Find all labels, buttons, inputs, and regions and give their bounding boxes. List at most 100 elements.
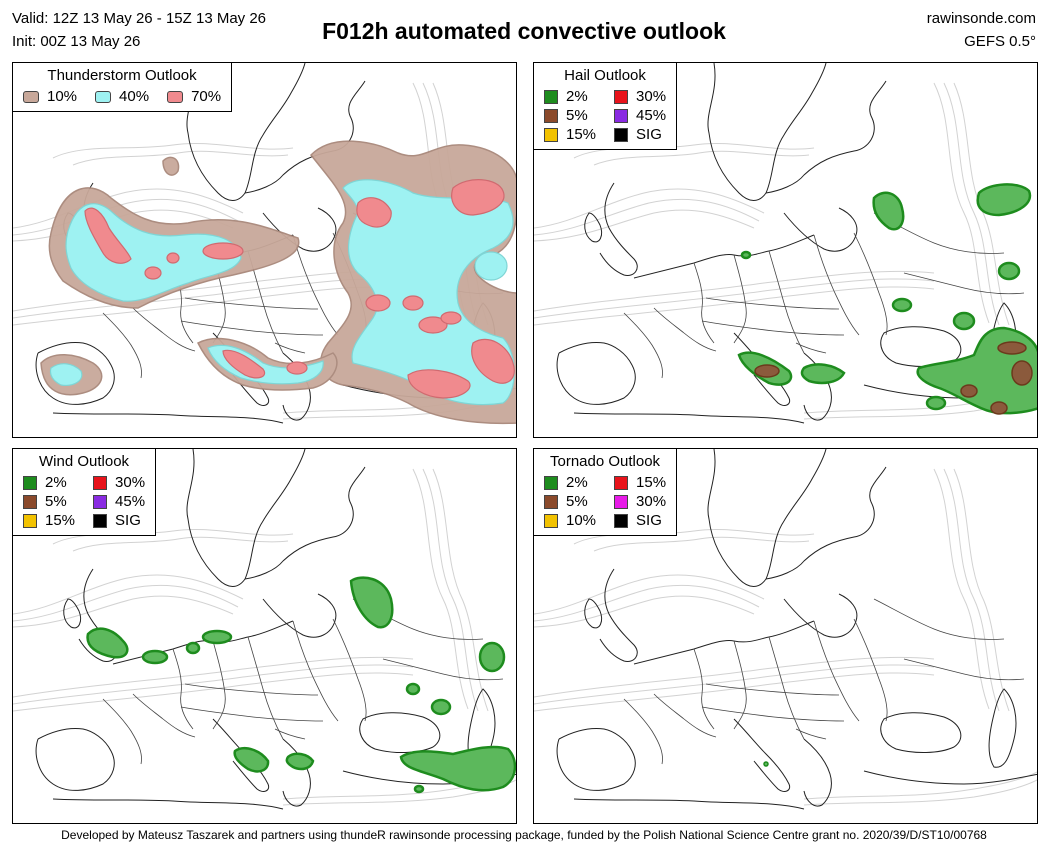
hail-map-panel: Hail Outlook 2% 30% 5% 45% 15% SIG (533, 62, 1038, 438)
streamline (803, 779, 1037, 806)
coastline (599, 568, 638, 663)
country-border (102, 698, 142, 765)
streamline (13, 574, 244, 615)
coastline (880, 712, 962, 753)
coastline (707, 63, 827, 201)
wind-map (13, 449, 516, 810)
hail-map (534, 63, 1037, 424)
legend-item: 15% (544, 126, 596, 143)
legend-item: 30% (614, 88, 666, 105)
legend-swatch (544, 494, 558, 509)
tornado-map (534, 449, 1037, 810)
legend-label: 15% (45, 512, 76, 529)
coastline (783, 593, 858, 638)
streamline (933, 468, 990, 710)
hail-2-russia-nw (872, 191, 905, 231)
coastline (359, 712, 441, 753)
tornado-legend: Tornado Outlook 2% 15% 5% 30% 10% SIG (534, 449, 678, 536)
valid-time: Valid: 12Z 13 May 26 - 15Z 13 May 26 (12, 10, 267, 27)
streamline (534, 209, 755, 242)
country-border (873, 598, 1005, 640)
country-border (813, 620, 860, 722)
coastline (63, 598, 82, 629)
thunder-70-caucasus (471, 338, 515, 384)
legend-label: 30% (636, 88, 667, 105)
legend-label: 30% (115, 474, 146, 491)
streamline (13, 672, 414, 712)
legend-item: 30% (93, 474, 145, 491)
legend-item: SIG (614, 126, 666, 143)
legend-swatch (544, 475, 558, 490)
streamline (13, 664, 414, 705)
coastline (112, 620, 294, 665)
coastline (733, 718, 791, 792)
legend-label: 5% (566, 107, 588, 124)
legend-item: 70% (167, 88, 221, 105)
streamline (953, 468, 1010, 712)
coastline (584, 598, 603, 629)
country-border (247, 636, 284, 740)
country-border (653, 307, 717, 352)
thunder-70-russia-e (451, 179, 505, 216)
streamline (534, 198, 760, 236)
hail-2-balkans (800, 363, 846, 385)
thunderstorm-map (13, 63, 516, 425)
legend-label: 45% (636, 107, 667, 124)
legend-label: 15% (566, 126, 597, 143)
legend-swatch (544, 89, 558, 104)
country-border (132, 307, 196, 352)
footer-credit: Developed by Mateusz Taszarek and partne… (61, 828, 987, 842)
coastlines (556, 449, 1037, 810)
legend-title: Tornado Outlook (549, 453, 661, 470)
legend-item: 2% (544, 474, 596, 491)
country-border (701, 706, 845, 722)
legend-item: 15% (614, 474, 666, 491)
country-border (853, 618, 888, 722)
legend-item: 2% (23, 474, 75, 491)
legend-label: 2% (45, 474, 67, 491)
country-borders (623, 598, 1025, 765)
streamline (534, 584, 760, 622)
coastline (803, 738, 832, 807)
country-border (733, 254, 747, 344)
streamline (422, 468, 479, 712)
legend-label: 10% (566, 512, 597, 529)
coastline (783, 207, 858, 252)
streamline (803, 771, 1037, 800)
streamline (72, 150, 289, 166)
streamline (534, 270, 935, 312)
legend-title: Hail Outlook (564, 67, 646, 84)
country-border (132, 693, 196, 738)
streamline (534, 286, 935, 326)
legend-swatch (23, 475, 37, 490)
legend-swatch (614, 475, 629, 490)
wind-2-uk (86, 627, 129, 659)
legend-swatch (614, 513, 629, 528)
wind-2-turkey (399, 745, 516, 792)
thunder-40-west (65, 203, 242, 302)
coastline (584, 212, 603, 243)
thunder-70-russia (356, 197, 392, 228)
streamline (534, 595, 755, 628)
country-border (903, 658, 1025, 681)
coastline (556, 728, 636, 791)
coastline (633, 620, 815, 665)
coastline (765, 80, 887, 194)
thunder-40-iberia (49, 363, 83, 386)
country-border (274, 728, 306, 740)
coastline (282, 738, 311, 807)
legend-swatch (167, 90, 184, 103)
legend-swatch (93, 513, 108, 528)
init-time: Init: 00Z 13 May 26 (12, 33, 141, 50)
streamline (933, 82, 990, 324)
tornado-areas (763, 761, 769, 767)
streamline (534, 672, 935, 712)
streamline (13, 198, 239, 236)
tornado-map-panel: Tornado Outlook 2% 15% 5% 30% 10% SIG (533, 448, 1038, 824)
thunderstorm-legend: Thunderstorm Outlook 10% 40% 70% (13, 63, 233, 112)
country-border (332, 618, 367, 722)
page-title: F012h automated convective outlook (322, 18, 726, 44)
coastline (556, 342, 636, 405)
country-border (653, 693, 717, 738)
streamline (953, 82, 1010, 326)
